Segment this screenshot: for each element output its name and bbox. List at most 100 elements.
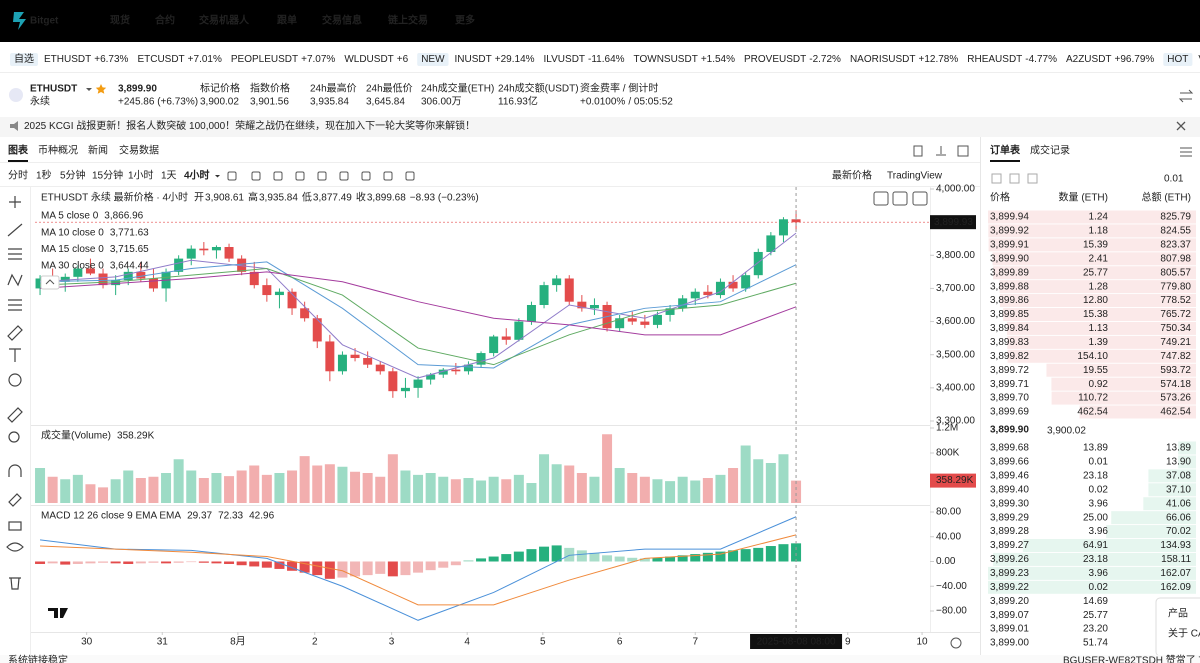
toolbar-icon[interactable]	[251, 171, 261, 181]
delete-tool[interactable]	[9, 577, 21, 590]
book-price[interactable]: 3,899.94	[990, 212, 1029, 223]
book-tab[interactable]: 订单表	[990, 144, 1021, 157]
ticker-symbol[interactable]: RHEAUSDT	[967, 54, 1022, 65]
brush-tool[interactable]	[7, 325, 23, 341]
book-tab[interactable]: 成交记录	[1030, 144, 1070, 157]
book-step[interactable]: 0.01	[1164, 174, 1184, 185]
ruler-tool[interactable]	[7, 407, 23, 423]
book-view-icon[interactable]	[991, 173, 1002, 184]
popup-item[interactable]: 关于 CA	[1168, 627, 1200, 640]
measure-tool[interactable]	[8, 299, 22, 311]
nav-item[interactable]: 跟单	[277, 14, 297, 27]
collapse-button[interactable]	[40, 275, 60, 290]
ticker-symbol[interactable]: PROVEUSDT	[744, 54, 806, 65]
ticker-symbol[interactable]: NAORISUSDT	[850, 54, 916, 65]
timeframe[interactable]: 分时	[8, 170, 28, 182]
book-price[interactable]: 3,899.68	[990, 443, 1029, 454]
book-price[interactable]: 3,899.29	[990, 512, 1029, 523]
menu-icon[interactable]	[1180, 147, 1192, 157]
nav-item[interactable]: 合约	[154, 14, 175, 27]
close-icon[interactable]	[1176, 121, 1186, 131]
ticker-symbol[interactable]: ETCUSDT	[137, 54, 184, 65]
ticker-symbol[interactable]: ETHUSDT	[44, 54, 91, 65]
timeframe[interactable]: 1小时	[128, 170, 154, 182]
timeframe[interactable]: 5分钟	[60, 169, 86, 182]
book-price[interactable]: 3,899.72	[990, 365, 1029, 376]
book-price[interactable]: 3,899.71	[990, 379, 1029, 390]
book-price[interactable]: 3,899.22	[990, 582, 1029, 593]
toolbar-icon[interactable]	[405, 171, 415, 181]
fib-tool[interactable]	[8, 248, 22, 260]
zoom-tool[interactable]	[8, 431, 20, 443]
settings-icon[interactable]	[957, 145, 969, 157]
book-price[interactable]: 3,899.70	[990, 393, 1029, 404]
book-price[interactable]: 3,899.07	[990, 610, 1029, 621]
ticker-symbol[interactable]: A2ZUSDT	[1066, 54, 1112, 65]
visibility-tool[interactable]	[6, 542, 24, 552]
ticker-symbol[interactable]: INUSDT	[455, 54, 492, 65]
swap-icon[interactable]	[1178, 89, 1194, 103]
timeframe[interactable]: 4小时	[184, 169, 210, 182]
dropdown-icon[interactable]	[86, 88, 92, 91]
toolbar-icon[interactable]	[339, 171, 349, 181]
ticker-symbol[interactable]: VELVETUSDT	[1198, 54, 1200, 65]
tab[interactable]: 新闻	[88, 144, 108, 157]
toolbar-icon[interactable]	[317, 171, 327, 181]
book-price[interactable]: 3,899.89	[990, 267, 1029, 278]
toolbar-icon[interactable]	[383, 171, 393, 181]
book-price[interactable]: 3,899.82	[990, 351, 1029, 362]
layout-icon[interactable]	[913, 145, 923, 157]
price-type-select[interactable]: 最新价格	[832, 169, 872, 182]
book-price[interactable]: 3,899.83	[990, 337, 1029, 348]
settings-icon[interactable]	[950, 637, 962, 649]
timeframe[interactable]: 1秒	[36, 169, 52, 182]
book-price[interactable]: 3,899.69	[990, 407, 1029, 418]
book-price[interactable]: 3,899.20	[990, 596, 1029, 607]
nav-item[interactable]: 现货	[110, 14, 130, 27]
timeframe[interactable]: 15分钟	[92, 169, 123, 182]
star-icon[interactable]	[95, 84, 107, 94]
toolbar-icon[interactable]	[273, 171, 283, 181]
nav-item[interactable]: 交易机器人	[199, 14, 250, 27]
book-price[interactable]: 3,899.00	[990, 638, 1029, 649]
tab[interactable]: 币种概况	[38, 144, 78, 157]
book-view-icon[interactable]	[1009, 173, 1020, 184]
tab[interactable]: 图表	[8, 144, 29, 157]
emoji-tool[interactable]	[8, 373, 22, 387]
chart-button[interactable]	[912, 191, 928, 206]
toolbar-icon[interactable]	[361, 171, 371, 181]
book-price[interactable]: 3,899.23	[990, 568, 1029, 579]
nav-item[interactable]: 更多	[455, 14, 475, 27]
chart-type-select[interactable]: TradingView	[887, 171, 943, 182]
book-view-icon[interactable]	[1027, 173, 1038, 184]
popup-item[interactable]: 产品	[1168, 607, 1188, 620]
timeframe[interactable]: 1天	[161, 171, 177, 182]
chart-button[interactable]	[873, 191, 889, 206]
text-tool[interactable]	[9, 348, 21, 362]
book-price[interactable]: 3,899.66	[990, 457, 1029, 468]
nav-item[interactable]: 链上交易	[387, 14, 428, 27]
book-price[interactable]: 3,899.46	[990, 471, 1029, 482]
book-price[interactable]: 3,899.40	[990, 484, 1029, 495]
book-price[interactable]: 3,899.88	[990, 281, 1029, 292]
ticker-symbol[interactable]: ILVUSDT	[544, 54, 586, 65]
toolbar-icon[interactable]	[295, 171, 305, 181]
book-price[interactable]: 3,899.84	[990, 323, 1029, 334]
ticker-symbol[interactable]: PEOPLEUSDT	[231, 54, 298, 65]
book-price[interactable]: 3,899.85	[990, 309, 1029, 320]
alert-icon[interactable]	[936, 146, 946, 156]
lock-draw-tool[interactable]	[8, 493, 22, 507]
book-price[interactable]: 3,899.27	[990, 540, 1029, 551]
pattern-tool[interactable]	[7, 273, 23, 287]
book-price[interactable]: 3,899.01	[990, 624, 1029, 635]
chart-button[interactable]	[892, 191, 908, 206]
book-price[interactable]: 3,899.30	[990, 498, 1029, 509]
book-price[interactable]: 3,899.92	[990, 226, 1029, 237]
magnet-tool[interactable]	[8, 464, 22, 477]
lock-tool[interactable]	[8, 521, 22, 531]
nav-item[interactable]: 交易信息	[322, 14, 362, 27]
book-price[interactable]: 3,899.90	[990, 253, 1029, 264]
line-tool[interactable]	[7, 223, 23, 237]
ticker-symbol[interactable]: TOWNSUSDT	[634, 54, 698, 65]
ticker-symbol[interactable]: WLDUSDT	[344, 54, 393, 65]
